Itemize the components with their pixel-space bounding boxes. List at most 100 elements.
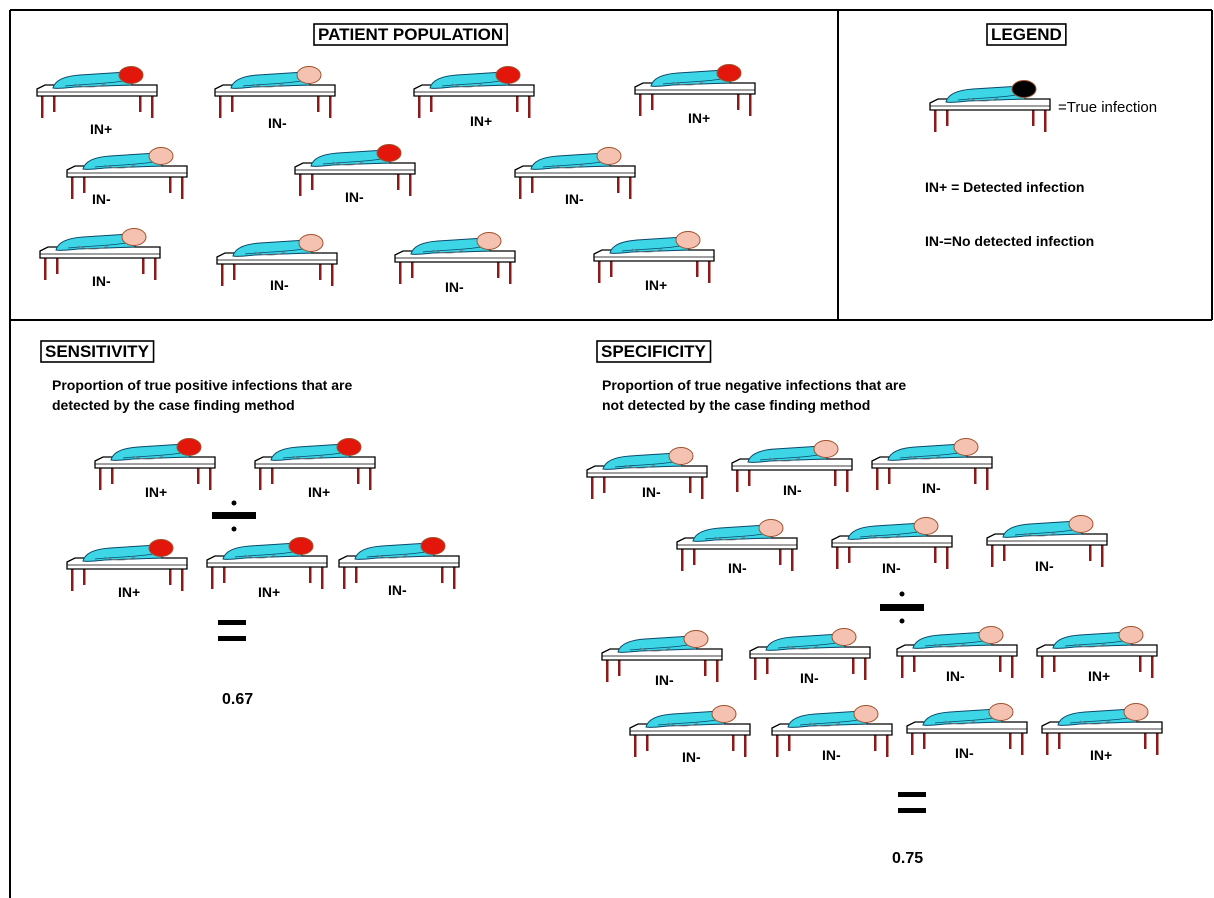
- section-title: SENSITIVITY: [45, 342, 150, 361]
- title-box: [986, 23, 1067, 46]
- description: Proportion of true negative infections t…: [602, 377, 906, 393]
- patient: [929, 80, 1051, 133]
- patient: IN-: [871, 438, 993, 496]
- patient-label: IN-: [728, 560, 747, 576]
- head: [148, 539, 174, 557]
- head: [711, 705, 737, 723]
- patient-label: IN-: [682, 749, 701, 765]
- patient-label: IN-: [655, 672, 674, 688]
- patient-label: IN-: [642, 484, 661, 500]
- head: [298, 234, 324, 252]
- result: 0.67: [222, 691, 253, 708]
- patient: IN-: [66, 147, 188, 207]
- patient: IN+: [1041, 703, 1163, 763]
- section-title: PATIENT POPULATION: [318, 25, 503, 44]
- head: [420, 537, 446, 555]
- patient-label: IN+: [1090, 747, 1112, 763]
- head: [121, 228, 147, 246]
- head: [118, 66, 144, 84]
- patient: IN-: [514, 147, 636, 207]
- patient: IN+: [1036, 626, 1158, 684]
- patient-label: IN+: [645, 277, 667, 293]
- patient: IN-: [906, 703, 1028, 761]
- head: [831, 628, 857, 646]
- head: [148, 147, 174, 165]
- head: [668, 447, 694, 465]
- patient: IN+: [66, 539, 188, 600]
- patient-label: IN-: [270, 277, 289, 293]
- head: [813, 440, 839, 458]
- section-title: LEGEND: [991, 25, 1062, 44]
- patient: IN-: [214, 66, 336, 131]
- description: Proportion of true positive infections t…: [52, 377, 352, 393]
- head: [476, 232, 502, 250]
- head: [296, 66, 322, 84]
- head: [913, 517, 939, 535]
- patient-label: IN-: [955, 745, 974, 761]
- patient-label: IN+: [118, 584, 140, 600]
- legend-text: IN-=No detected infection: [925, 233, 1094, 249]
- title-box: [313, 23, 508, 46]
- head: [716, 64, 742, 82]
- head: [853, 705, 879, 723]
- patient: IN+: [94, 438, 216, 500]
- head: [683, 630, 709, 648]
- patient-label: IN-: [565, 191, 584, 207]
- description: detected by the case finding method: [52, 397, 295, 413]
- patient: IN-: [216, 234, 338, 293]
- head: [1068, 515, 1094, 533]
- patient: IN-: [771, 705, 893, 763]
- head: [675, 231, 701, 249]
- patient-label: IN-: [268, 115, 287, 131]
- patient-label: IN+: [688, 110, 710, 126]
- patient-label: IN+: [90, 121, 112, 137]
- head: [336, 438, 362, 456]
- legend-text: IN+ = Detected infection: [925, 179, 1084, 195]
- legend-text: =True infection: [1058, 99, 1157, 116]
- patient-label: IN-: [922, 480, 941, 496]
- patient-label: IN-: [783, 482, 802, 498]
- description: not detected by the case finding method: [602, 397, 870, 413]
- head: [1011, 80, 1037, 98]
- patient: IN-: [586, 447, 708, 500]
- head: [978, 626, 1004, 644]
- patient: IN-: [629, 705, 751, 765]
- patient-label: IN+: [308, 484, 330, 500]
- patient: IN-: [986, 515, 1108, 574]
- patient: IN-: [394, 232, 516, 295]
- patient: IN-: [338, 537, 460, 598]
- patient-label: IN-: [822, 747, 841, 763]
- patient-label: IN+: [145, 484, 167, 500]
- patient: IN+: [206, 537, 328, 600]
- patient-label: IN-: [92, 273, 111, 289]
- head: [1118, 626, 1144, 644]
- patient-label: IN-: [92, 191, 111, 207]
- head: [596, 147, 622, 165]
- section-title: SPECIFICITY: [601, 342, 707, 361]
- patient: IN-: [294, 144, 416, 205]
- patient: IN+: [254, 438, 376, 500]
- patient: IN+: [593, 231, 715, 293]
- patient: IN-: [749, 628, 871, 686]
- patient-label: IN-: [1035, 558, 1054, 574]
- patient-label: IN-: [345, 189, 364, 205]
- result: 0.75: [892, 850, 923, 867]
- title-box: [596, 340, 712, 363]
- patient: IN-: [676, 519, 798, 576]
- patient: IN-: [731, 440, 853, 498]
- frame: [9, 9, 1213, 898]
- patient-label: IN-: [388, 582, 407, 598]
- head: [376, 144, 402, 162]
- head: [1123, 703, 1149, 721]
- head: [988, 703, 1014, 721]
- patient: IN+: [413, 66, 535, 129]
- title-box: [40, 340, 155, 363]
- patient-label: IN-: [445, 279, 464, 295]
- patient: IN-: [601, 630, 723, 688]
- patient: IN+: [634, 64, 756, 126]
- head: [176, 438, 202, 456]
- patient-label: IN-: [882, 560, 901, 576]
- head: [953, 438, 979, 456]
- head: [288, 537, 314, 555]
